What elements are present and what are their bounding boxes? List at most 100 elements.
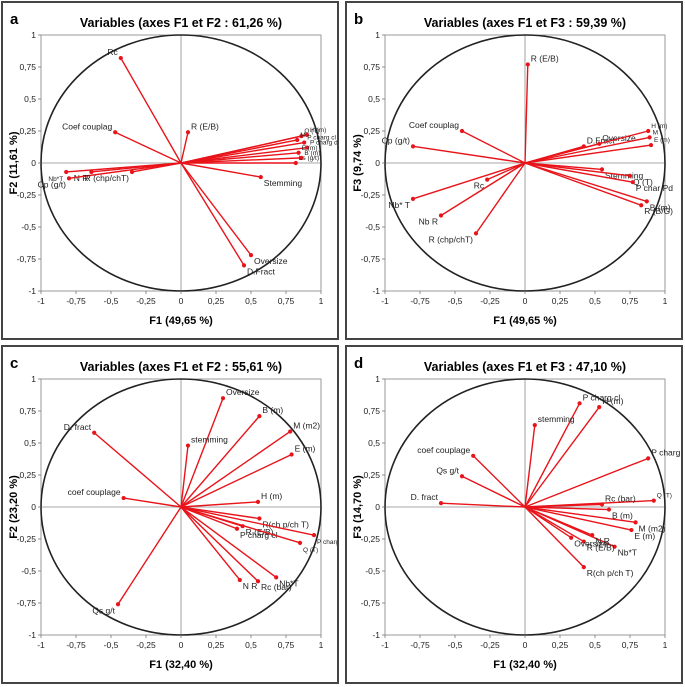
variable-vector	[524, 402, 581, 508]
variable-label: B (m)	[262, 405, 283, 415]
variable-label: B (m)	[612, 511, 633, 521]
variable-label: R (E/B)	[246, 527, 274, 537]
plot-a: -1 -0,75 -0,5 -0,25 0 0,25 0,5 0,75 1 -1 -0,75 -0,5…	[8, 11, 337, 327]
variable-vector	[68, 162, 182, 180]
variable-vector	[180, 157, 302, 164]
variable-label: E (m)	[295, 444, 316, 454]
variable-label: Rc (bar)	[261, 582, 292, 592]
panel-letter: d	[354, 355, 363, 372]
y-tick-label: 0,75	[19, 62, 36, 72]
variable-vector	[180, 506, 301, 544]
y-tick-label: -0,75	[17, 254, 37, 264]
variable-vector	[486, 162, 526, 181]
y-tick-label: 0	[375, 158, 380, 168]
y-axis-label: F3 (14,70 %)	[352, 475, 364, 539]
y-tick-label: 0	[31, 158, 36, 168]
variable-label: P charg pd	[651, 447, 683, 457]
x-tick-label: 0,5	[589, 296, 601, 306]
variable-point	[237, 577, 242, 583]
variable-point	[64, 169, 69, 175]
variable-vector	[524, 424, 536, 508]
x-tick-label: -0,25	[136, 640, 156, 650]
variable-vector	[180, 162, 245, 266]
y-tick-label: 0,25	[19, 126, 36, 136]
variable-point	[257, 414, 262, 419]
variable-label: P charg cl	[583, 392, 621, 402]
variable-point	[438, 501, 444, 506]
x-tick-label: 0,5	[589, 640, 601, 650]
variable-label: R (E/B)	[531, 53, 559, 63]
variable-label: D. fract	[64, 422, 92, 432]
variable-vector	[472, 455, 526, 508]
variable-vector	[524, 457, 649, 508]
x-tick-label: 1	[663, 640, 668, 650]
variable-vector	[180, 506, 241, 581]
x-tick-label: -0,25	[480, 296, 500, 306]
variable-vector	[461, 475, 526, 508]
variable-point	[241, 263, 247, 268]
y-tick-label: -0,75	[17, 598, 37, 608]
variable-vector	[412, 162, 526, 200]
variable-label: Ls (g/t)	[299, 155, 319, 162]
chart-title: Variables (axes F1 et F3 : 59,39 %)	[424, 16, 626, 30]
variable-label: H (m)	[310, 127, 326, 134]
variable-point	[630, 180, 635, 185]
variable-vector	[524, 506, 636, 524]
variable-vector	[440, 162, 526, 217]
y-tick-label: -1	[28, 630, 36, 640]
variable-vector	[180, 445, 189, 508]
y-tick-label: -0,25	[17, 534, 37, 544]
variable-point	[651, 498, 656, 503]
variable-point	[597, 405, 602, 410]
variable-point	[92, 430, 97, 435]
variable-vector	[120, 57, 182, 164]
panel-d: -1 -0,75 -0,5 -0,25 0 0,25 0,5 0,75 1 -1 -0,75 -0,5…	[345, 345, 683, 684]
variable-vector	[180, 162, 252, 256]
variable-point	[569, 535, 574, 540]
x-tick-label: 1	[319, 640, 324, 650]
variable-label: M	[300, 132, 305, 139]
y-tick-label: 0,25	[363, 126, 380, 136]
variable-point	[581, 539, 586, 544]
variable-label: D. fract	[411, 492, 439, 502]
x-tick-label: -1	[37, 640, 45, 650]
variable-point	[258, 174, 263, 180]
variable-point	[297, 540, 303, 545]
panel-a: -1 -0,75 -0,5 -0,25 0 0,25 0,5 0,75 1 -1 -0,75 -0,5…	[1, 1, 339, 340]
x-axis-label: F1 (32,40 %)	[493, 659, 557, 671]
variable-label: Nb* T	[388, 200, 410, 210]
variable-point	[410, 144, 416, 149]
variable-vector	[524, 503, 603, 508]
variable-label: Qs g/t	[436, 465, 459, 475]
variable-label: R (E/B)	[587, 543, 615, 553]
variable-point	[599, 502, 605, 507]
variable-vector	[524, 506, 585, 568]
y-tick-label: 0,5	[368, 94, 380, 104]
y-tick-label: -0,25	[361, 190, 381, 200]
y-tick-label: -0,75	[361, 254, 381, 264]
panel-letter: a	[10, 11, 19, 28]
variable-point	[255, 499, 261, 504]
x-tick-label: -0,5	[104, 640, 119, 650]
y-tick-label: 0,5	[368, 438, 380, 448]
x-tick-label: -1	[381, 296, 389, 306]
variable-point	[302, 140, 307, 145]
y-tick-label: 0,75	[363, 406, 380, 416]
y-axis-label: F2 (11,61 %)	[8, 131, 20, 194]
variable-label: Q (T)	[303, 547, 318, 554]
variable-point	[606, 507, 612, 512]
variable-label: Oversize	[602, 133, 636, 143]
variable-point	[311, 533, 317, 538]
variable-point	[89, 169, 94, 175]
y-axis-label: F2 (23,20 %)	[8, 475, 20, 539]
x-tick-label: -0,25	[480, 640, 500, 650]
x-tick-label: -0,5	[104, 296, 119, 306]
variable-point	[121, 495, 126, 501]
variable-vector	[524, 406, 600, 508]
variable-label: Nb*T	[48, 176, 63, 183]
x-tick-label: 0,25	[208, 640, 225, 650]
variable-point	[639, 203, 644, 208]
variable-point	[304, 145, 310, 150]
variable-point	[646, 128, 651, 134]
